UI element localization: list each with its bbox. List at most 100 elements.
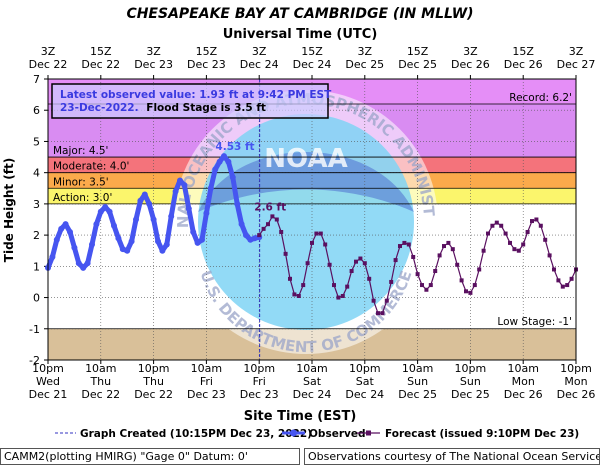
top-tick-date-0: Dec 22 — [29, 58, 68, 71]
forecast-point-37 — [420, 283, 424, 288]
observed-point-11 — [93, 221, 100, 228]
y-tick-label-3: 3 — [33, 198, 40, 211]
chart-title: CHESAPEAKE BAY AT CAMBRIDGE (IN MLLW) — [126, 6, 473, 22]
forecast-point-3 — [270, 214, 275, 219]
forecast-point-13 — [314, 231, 319, 236]
top-tick-date-48: Dec 24 — [240, 58, 279, 71]
top-tick-date-24: Dec 23 — [134, 58, 173, 71]
bottom-tick-day-84: Sun — [407, 375, 428, 388]
top-tick-date-60: Dec 24 — [293, 58, 332, 71]
forecast-point-66 — [547, 253, 552, 258]
forecast-point-20 — [345, 284, 350, 289]
forecast-point-47 — [464, 289, 468, 294]
observed-point-5 — [67, 228, 73, 235]
forecast-point-6 — [283, 251, 288, 256]
credit-footer: Observations courtesy of The National Oc… — [304, 448, 600, 465]
bottom-tick-date-12: Dec 22 — [81, 388, 120, 401]
forecast-point-59 — [516, 248, 521, 253]
observed-point-38 — [212, 166, 219, 173]
y-tick-label-1: -1 — [29, 323, 40, 336]
station-footer: CAMM2(plotting HMIRG) "Gage 0" Datum: 0' — [0, 448, 300, 465]
bottom-tick-date-24: Dec 22 — [134, 388, 173, 401]
forecast-point-42 — [442, 244, 446, 249]
bottom-tick-time-96: 10pm — [455, 362, 487, 375]
bottom-tick-time-120: 10pm — [560, 362, 592, 375]
observed-point-30 — [177, 177, 183, 184]
forecast-point-71 — [569, 276, 574, 281]
bottom-tick-date-84: Dec 25 — [398, 388, 437, 401]
forecast-point-52 — [486, 231, 490, 236]
forecast-point-25 — [367, 276, 372, 281]
y-tick-label-0: 0 — [33, 292, 40, 305]
observed-point-25 — [155, 238, 161, 245]
forecast-point-45 — [455, 262, 460, 267]
y-axis-title: Tide Height (ft) — [2, 158, 16, 262]
forecast-point-22 — [354, 259, 358, 264]
bottom-tick-day-0: Wed — [36, 375, 60, 388]
observed-point-27 — [163, 241, 170, 248]
top-tick-time-48: 3Z — [252, 45, 267, 58]
forecast-point-57 — [508, 240, 512, 245]
bottom-tick-day-120: Mon — [564, 375, 587, 388]
forecast-point-32 — [398, 244, 402, 249]
forecast-point-16 — [327, 262, 332, 267]
forecast-point-69 — [560, 284, 565, 289]
bottom-tick-date-120: Dec 26 — [557, 388, 596, 401]
info-box-line2: 23-Dec-2022. Flood Stage is 3.5 ft — [60, 102, 266, 114]
forecast-point-36 — [415, 272, 420, 277]
forecast-point-39 — [428, 283, 433, 288]
bottom-tick-time-0: 10pm — [32, 362, 64, 375]
forecast-point-31 — [393, 258, 398, 263]
forecast-point-61 — [525, 229, 530, 234]
top-tick-date-36: Dec 23 — [187, 58, 226, 71]
credit-footer-text: Observations courtesy of The National Oc… — [308, 450, 600, 463]
info-box: Latest observed value: 1.93 ft at 9:42 P… — [51, 83, 332, 119]
bottom-tick-day-96: Sun — [460, 375, 481, 388]
bottom-tick-date-108: Dec 26 — [504, 388, 543, 401]
annotation-0: 4.53 ft — [215, 141, 254, 153]
legend-observed-label: Observed — [309, 428, 365, 440]
observed-point-18 — [124, 247, 131, 254]
bottom-tick-day-36: Fri — [200, 375, 213, 388]
bottom-tick-date-72: Dec 24 — [345, 388, 384, 401]
bottom-tick-date-60: Dec 24 — [293, 388, 332, 401]
forecast-point-54 — [494, 220, 499, 225]
info-box-line1: Latest observed value: 1.93 ft at 9:42 P… — [60, 89, 332, 101]
forecast-point-56 — [503, 231, 508, 236]
observed-point-31 — [181, 182, 188, 189]
bottom-tick-day-60: Sat — [303, 375, 322, 388]
observed-point-13 — [102, 204, 109, 211]
forecast-point-24 — [362, 261, 367, 266]
observed-point-24 — [150, 216, 157, 223]
info-box-flood-stage: Flood Stage is 3.5 ft — [146, 102, 266, 114]
top-tick-time-12: 15Z — [90, 45, 112, 58]
observed-point-37 — [207, 185, 214, 192]
observed-point-9 — [84, 260, 91, 267]
forecast-point-63 — [534, 217, 539, 222]
forecast-point-17 — [332, 283, 336, 288]
legend: Graph Created (10:15PM Dec 23, 2022) Obs… — [55, 428, 579, 440]
tide-chart: CHESAPEAKE BAY AT CAMBRIDGE (IN MLLW) Un… — [0, 0, 596, 440]
forecast-point-5 — [279, 229, 284, 234]
bottom-tick-date-0: Dec 21 — [29, 388, 68, 401]
forecast-point-64 — [538, 223, 543, 228]
y-tick-label-1: 1 — [33, 260, 40, 273]
forecast-point-28 — [380, 311, 385, 316]
annotation-layer: 4.53 ft 2.6 ft — [215, 141, 286, 213]
observed-point-3 — [58, 225, 65, 232]
top-tick-date-72: Dec 25 — [345, 58, 384, 71]
bottom-tick-time-84: 10am — [402, 362, 433, 375]
observed-point-39 — [216, 158, 223, 165]
forecast-point-51 — [481, 248, 486, 253]
top-tick-time-72: 3Z — [358, 45, 373, 58]
forecast-point-67 — [552, 267, 556, 272]
bottom-tick-time-24: 10pm — [138, 362, 170, 375]
forecast-point-55 — [499, 223, 504, 228]
observed-point-6 — [71, 244, 78, 251]
forecast-point-40 — [433, 269, 438, 274]
forecast-point-23 — [358, 256, 363, 261]
forecast-point-2 — [266, 222, 270, 227]
observed-point-21 — [137, 197, 144, 204]
forecast-point-14 — [318, 231, 323, 236]
